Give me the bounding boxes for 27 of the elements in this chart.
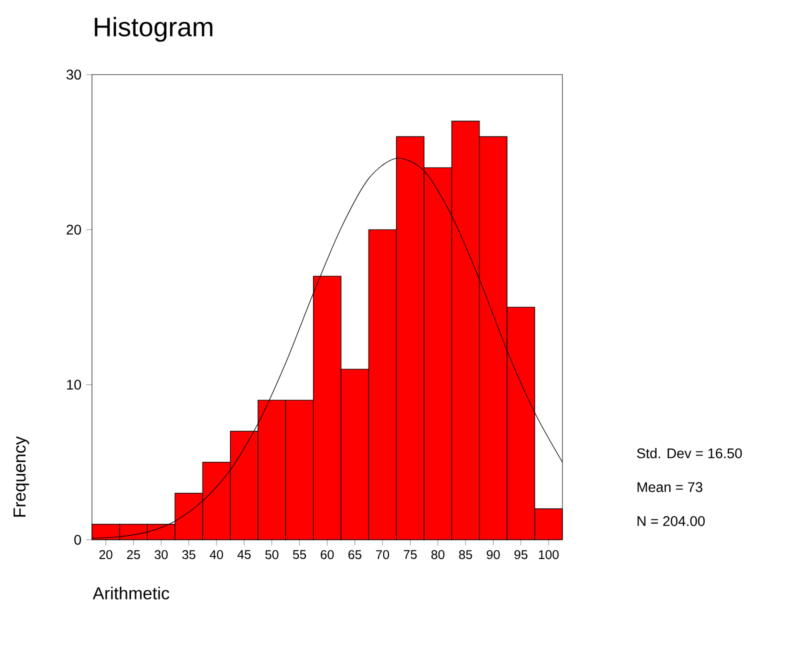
text: N = 204.00 [638,516,705,526]
x-tick-label: 75 [404,550,417,559]
x-tick-label: 70 [376,550,390,559]
y-tick-label: 20 [66,224,82,234]
text: Mean = 73 [638,482,702,492]
x-tick-label: 25 [127,550,140,559]
y-tick-label: 30 [66,69,82,80]
x-tick-label: 50 [265,550,278,559]
text: Std. Dev = 16.50 [637,448,742,458]
y-axis-title: Frequency [14,436,30,516]
x-tick-label: 80 [431,550,444,559]
y-tick-label: 0 [74,534,82,545]
x-tick-label: 60 [320,550,334,559]
x-axis-title: Arithmetic [92,586,170,600]
x-tick-label: 20 [99,550,112,559]
x-tick-label: 85 [459,550,472,559]
x-tick-label: 90 [486,550,500,559]
x-tick-label: 100 [538,550,559,559]
y-tick-label: 10 [67,380,82,390]
chart-title: Histogram [94,16,212,42]
x-tick-label: 35 [182,550,196,559]
x-tick-label: 65 [348,550,362,559]
x-tick-label: 45 [237,550,251,559]
x-tick-label: 30 [154,550,168,559]
x-tick-label: 55 [292,550,306,559]
x-tick-label: 40 [210,550,224,559]
x-tick-label: 95 [514,550,528,559]
